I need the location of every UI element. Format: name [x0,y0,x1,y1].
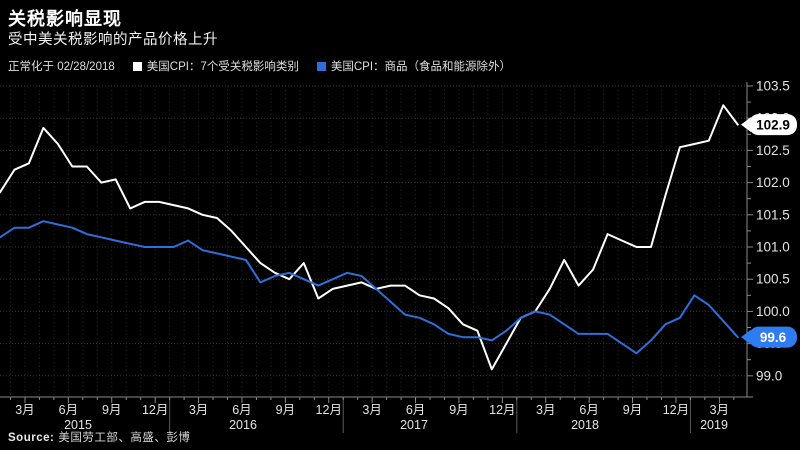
x-tick-label: 9月 [102,403,121,417]
y-tick-label: 99.0 [756,368,782,383]
badge-value: 99.6 [760,330,787,345]
source-label: Source: [8,432,55,444]
badge-value: 102.9 [756,117,790,132]
x-tick-label: 3月 [536,403,555,417]
normalization-note: 正常化于 02/28/2018 [8,61,115,73]
x-tick-label: 12月 [489,403,515,417]
year-label: 2018 [571,418,599,432]
page-title: 关税影响显现 [8,9,122,29]
y-tick-label: 101.0 [756,240,790,255]
x-tick-label: 9月 [449,403,468,417]
series1-swatch-icon [132,61,142,71]
x-tick-label: 12月 [316,403,342,417]
series-line-1 [0,104,739,371]
source-text: 美国劳工部、高盛、彭博 [58,432,191,444]
series2-swatch-icon [316,61,326,71]
legend-item-label: 美国CPI：商品（食品和能源除外） [330,61,512,73]
chart-subtitle: 受中美关税影响的产品价格上升 [8,32,218,48]
y-tick-label: 101.5 [756,207,790,222]
year-label: 2017 [400,418,428,432]
y-tick-label: 100.5 [756,272,790,287]
x-tick-label: 6月 [579,403,598,417]
x-tick-label: 3月 [15,403,34,417]
last-value-badge-2: 99.6 [741,326,797,348]
x-tick-label: 9月 [623,403,642,417]
x-tick-label: 6月 [59,403,78,417]
legend-item-label: 美国CPI：7个受关税影响类别 [146,61,299,73]
x-tick-label: 9月 [276,403,295,417]
y-tick-label: 102.5 [756,143,790,158]
legend-item-core-goods-cpi: 美国CPI：商品（食品和能源除外） [316,58,512,74]
year-label: 2019 [700,418,728,432]
y-tick-label: 102.0 [756,175,790,190]
year-label: 2016 [229,418,257,432]
x-tick-label: 3月 [710,403,729,417]
x-tick-label: 3月 [362,403,381,417]
chart-legend: 正常化于 02/28/2018 美国CPI：7个受关税影响类别 美国CPI：商品… [8,58,529,74]
legend-item-tariff-cpi: 美国CPI：7个受关税影响类别 [132,58,299,74]
y-tick-label: 103.5 [756,79,790,94]
x-axis-ticks: 3月 6月 9月 12月 3月 6月 9月 12月 3月 6月 9月 12月 3月 6月 9月 12月 3月 [10,397,735,417]
source-line: Source: 美国劳工部、高盛、彭博 [8,429,190,445]
x-tick-label: 6月 [232,403,251,417]
y-tick-label: 100.0 [756,304,790,319]
x-tick-label: 3月 [189,403,208,417]
last-value-badge-1: 102.9 [741,114,797,136]
series-line-2 [0,220,739,355]
x-tick-label: 12月 [142,403,168,417]
year-labels: 2015 2016 2017 2018 2019 [64,418,728,432]
year-separators [169,397,691,433]
x-tick-label: 6月 [406,403,425,417]
year-label: 2015 [64,418,92,432]
x-tick-label: 12月 [663,403,689,417]
